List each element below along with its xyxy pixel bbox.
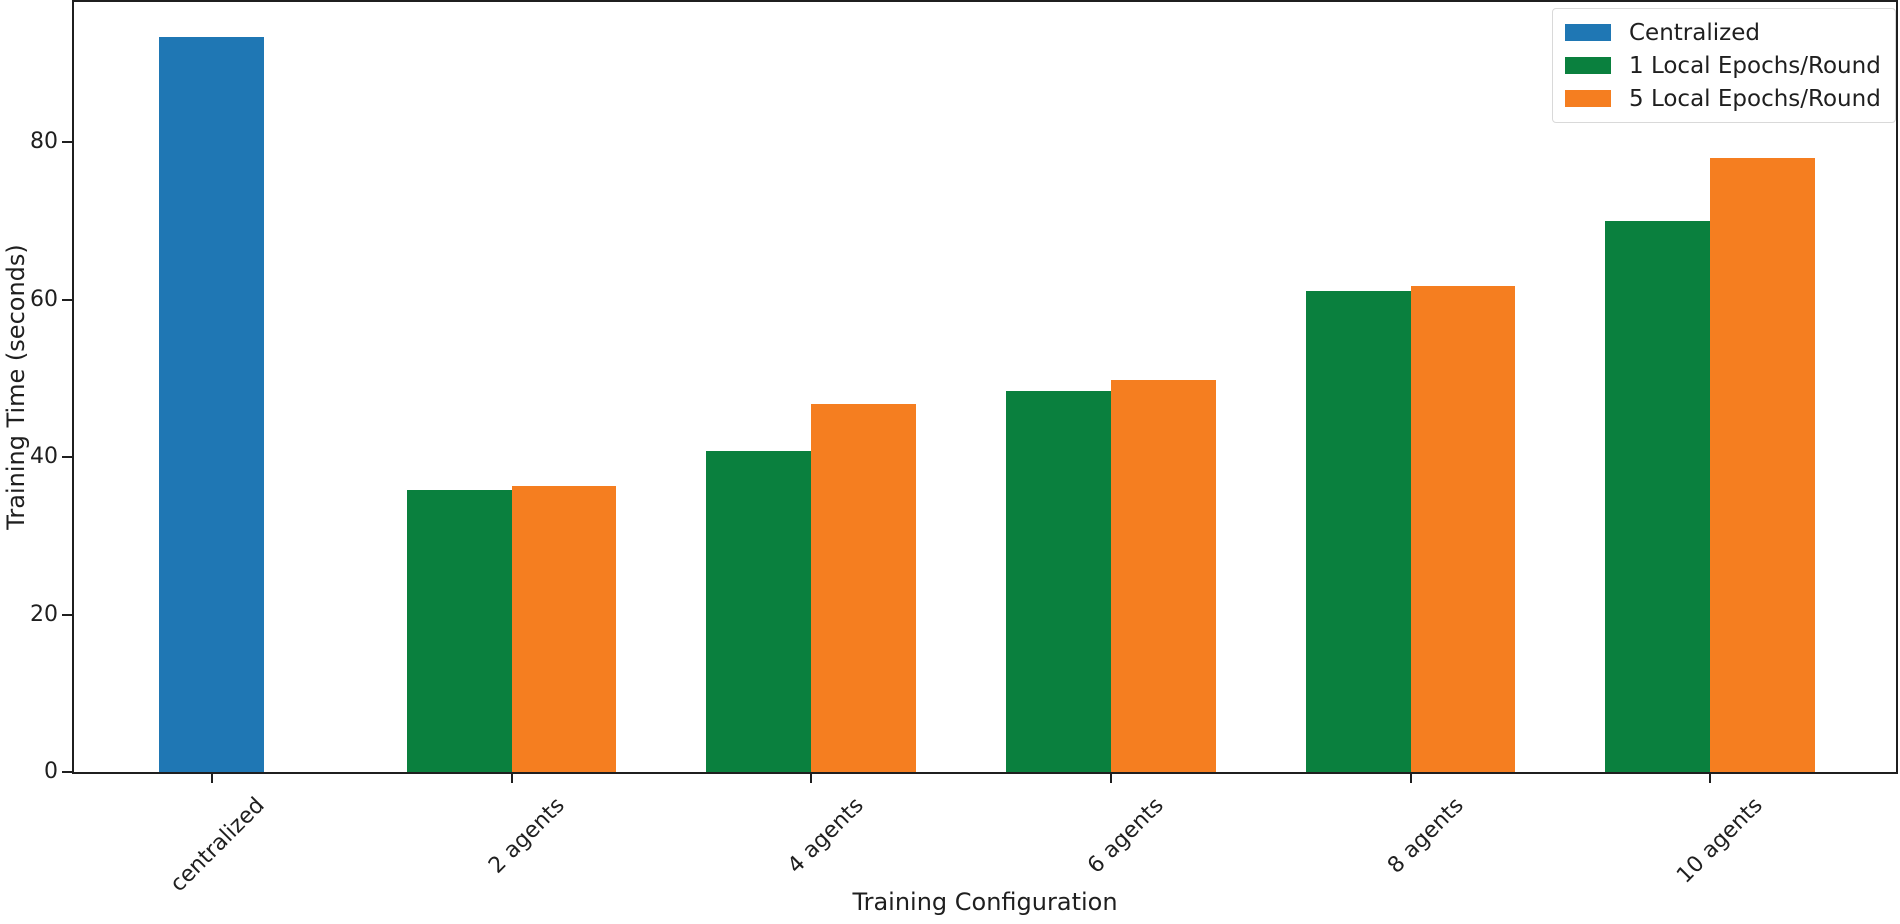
x-tick-mark <box>1709 774 1712 783</box>
y-tick-mark <box>62 613 73 616</box>
bar <box>1605 220 1711 772</box>
legend-entry-label: 1 Local Epochs/Round <box>1629 52 1881 79</box>
legend-swatch <box>1565 24 1611 41</box>
plot-area <box>72 0 1898 774</box>
bar <box>706 450 812 772</box>
bar <box>1305 290 1411 772</box>
x-tick-label: 6 agents <box>1082 793 1169 879</box>
x-tick-mark <box>1409 774 1412 783</box>
y-tick-label: 80 <box>30 129 58 155</box>
x-tick-label: 2 agents <box>483 793 570 879</box>
x-tick-label: 8 agents <box>1382 793 1469 879</box>
x-tick-mark <box>210 774 213 783</box>
x-tick-mark <box>1109 774 1112 783</box>
y-tick-mark <box>62 141 73 144</box>
bar <box>511 486 617 772</box>
y-tick-label: 20 <box>30 601 58 627</box>
x-tick-label: 10 agents <box>1672 793 1768 889</box>
legend-swatch <box>1565 90 1611 107</box>
legend-entry: Centralized <box>1565 16 1881 49</box>
legend: Centralized 1 Local Epochs/Round 5 Local E… <box>1552 8 1896 123</box>
bar <box>406 490 512 772</box>
bar <box>1110 379 1216 772</box>
x-tick-label: 4 agents <box>783 793 869 879</box>
x-axis-title: Training Configuration <box>852 888 1118 916</box>
bar <box>159 37 265 772</box>
legend-swatch <box>1565 57 1611 74</box>
y-tick-label: 60 <box>30 286 58 312</box>
legend-entry: 1 Local Epochs/Round <box>1565 49 1881 82</box>
x-tick-mark <box>510 774 513 783</box>
legend-entry-label: 5 Local Epochs/Round <box>1629 85 1881 112</box>
y-axis-title: Training Time (seconds) <box>2 244 30 530</box>
bar <box>1710 157 1816 772</box>
legend-entry: 5 Local Epochs/Round <box>1565 82 1881 115</box>
y-tick-mark <box>62 771 73 773</box>
y-tick-label: 40 <box>30 444 58 470</box>
y-tick-mark <box>62 456 73 459</box>
x-tick-mark <box>810 774 813 783</box>
y-tick-label: 0 <box>44 759 58 784</box>
x-tick-label: centralized <box>165 793 270 897</box>
legend-entry-label: Centralized <box>1629 19 1760 46</box>
bar <box>1005 390 1111 772</box>
y-tick-mark <box>62 298 73 301</box>
bar <box>1410 286 1516 772</box>
bar <box>811 403 917 772</box>
